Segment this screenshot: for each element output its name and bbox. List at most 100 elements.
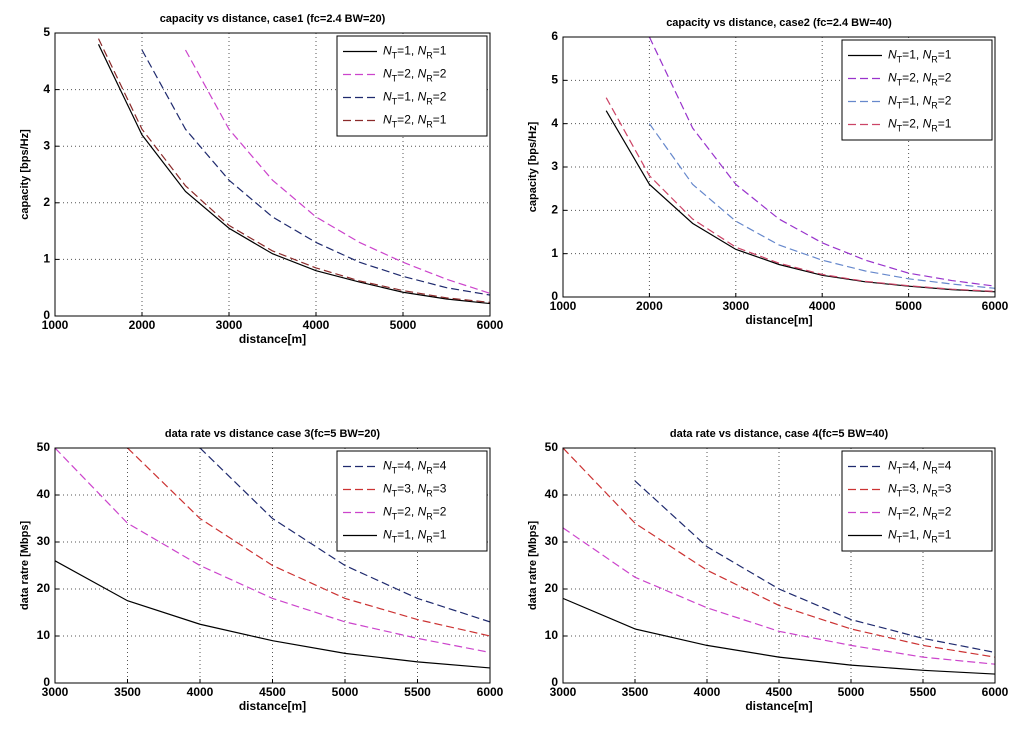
chart: 3000 3500 4000 4500 5000 5500 6000 0 10 20 30 40 50 d… (527, 428, 1009, 713)
y-tick-label: 5 (43, 25, 50, 39)
x-tick-label: 5000 (390, 318, 417, 332)
x-tick-label: 4000 (187, 685, 214, 699)
series-line (605, 97, 995, 292)
x-axis-label: distance[m] (745, 313, 812, 327)
legend-label: NT=2, NR=1 (888, 117, 952, 134)
series-line (634, 480, 995, 654)
series-line (55, 560, 490, 669)
y-tick-label: 3 (551, 159, 558, 173)
y-tick-label: 20 (37, 581, 51, 595)
y-axis-label: data ratre [Mbps] (527, 521, 539, 611)
y-tick-label: 5 (551, 73, 558, 87)
legend-label: NT=1, NR=2 (888, 94, 952, 111)
y-tick-label: 4 (43, 82, 50, 96)
series-line (563, 448, 995, 658)
x-tick-label: 5500 (404, 685, 431, 699)
legend-label: NT=1, NR=1 (888, 48, 952, 65)
x-tick-label: 4000 (694, 685, 721, 699)
x-tick-label: 1000 (42, 318, 69, 332)
x-tick-label: 5500 (910, 685, 937, 699)
y-tick-label: 0 (551, 289, 558, 303)
legend-label: NT=2, NR=1 (383, 113, 447, 130)
series-line (563, 527, 995, 665)
legend-label: NT=1, NR=2 (383, 90, 447, 107)
x-tick-label: 6000 (982, 685, 1009, 699)
y-tick-label: 50 (37, 440, 51, 454)
series-line (184, 49, 490, 294)
y-tick-label: 30 (545, 534, 559, 548)
legend-label: NT=3, NR=3 (888, 482, 952, 499)
y-tick-label: 40 (545, 487, 559, 501)
legend-label: NT=4, NR=4 (888, 459, 952, 476)
plot-frame (562, 447, 996, 684)
x-tick-label: 4000 (809, 299, 836, 313)
x-tick-label: 4500 (766, 685, 793, 699)
y-tick-label: 0 (551, 675, 558, 689)
legend-label: NT=1, NR=1 (383, 528, 447, 545)
chart-title: data rate vs distance case 3(fc=5 BW=20) (165, 428, 381, 440)
y-tick-label: 2 (43, 195, 50, 209)
legend-box (336, 450, 488, 552)
y-tick-label: 0 (43, 308, 50, 322)
y-tick-label: 10 (37, 628, 51, 642)
legend-label: NT=2, NR=2 (888, 505, 952, 522)
x-tick-label: 3000 (216, 318, 243, 332)
y-tick-label: 4 (551, 116, 558, 130)
x-tick-label: 3000 (42, 685, 69, 699)
y-tick-label: 50 (545, 440, 559, 454)
legend-label: NT=4, NR=4 (383, 459, 447, 476)
x-axis-label: distance[m] (745, 699, 812, 713)
y-axis-label: data ratre [Mbps] (19, 521, 31, 611)
x-tick-label: 6000 (982, 299, 1009, 313)
plot-frame (54, 32, 491, 317)
x-tick-label: 5000 (895, 299, 922, 313)
series-line (97, 44, 490, 305)
y-tick-label: 6 (551, 29, 558, 43)
plot-frame (54, 447, 491, 684)
x-tick-label: 2000 (636, 299, 663, 313)
x-axis-label: distance[m] (239, 699, 306, 713)
plot-frame (562, 36, 996, 298)
x-tick-label: 1000 (550, 299, 577, 313)
legend-label: NT=1, NR=1 (888, 528, 952, 545)
chart: 1000 2000 3000 4000 5000 6000 0 1 2 3 4 5 6 capacity … (527, 17, 1009, 327)
series-line (127, 448, 490, 637)
x-tick-label: 2000 (129, 318, 156, 332)
y-tick-label: 10 (545, 628, 559, 642)
y-axis-label: capacity [bps/Hz] (527, 121, 539, 212)
series-line (563, 597, 995, 675)
chart-title: capacity vs distance, case1 (fc=2.4 BW=2… (160, 13, 386, 25)
y-tick-label: 30 (37, 534, 51, 548)
chart: 3000 3500 4000 4500 5000 5500 6000 0 10 20 30 40 50 d… (19, 428, 504, 713)
y-tick-label: 3 (43, 138, 50, 152)
y-tick-label: 0 (43, 675, 50, 689)
x-tick-label: 5000 (838, 685, 865, 699)
x-tick-label: 3500 (114, 685, 141, 699)
y-tick-label: 1 (43, 252, 50, 266)
y-axis-label: capacity [bps/Hz] (19, 129, 31, 220)
legend-label: NT=3, NR=3 (383, 482, 447, 499)
y-tick-label: 40 (37, 487, 51, 501)
series-line (55, 448, 490, 654)
legend-label: NT=2, NR=2 (888, 71, 952, 88)
x-tick-label: 6000 (477, 318, 504, 332)
legend-label: NT=1, NR=1 (383, 44, 447, 61)
x-tick-label: 6000 (477, 685, 504, 699)
y-tick-label: 2 (551, 203, 558, 217)
series-line (648, 123, 995, 289)
legend-box (841, 39, 993, 141)
legend-label: NT=2, NR=2 (383, 67, 447, 84)
legend-label: NT=2, NR=2 (383, 505, 447, 522)
x-axis-label: distance[m] (239, 332, 306, 346)
x-tick-label: 4000 (303, 318, 330, 332)
legend-box (336, 35, 488, 137)
y-tick-label: 20 (545, 581, 559, 595)
series-line (97, 38, 490, 304)
series-line (141, 49, 490, 296)
x-tick-label: 5000 (332, 685, 359, 699)
x-tick-label: 3000 (722, 299, 749, 313)
x-tick-label: 3000 (550, 685, 577, 699)
series-line (648, 37, 995, 287)
x-tick-label: 3500 (622, 685, 649, 699)
